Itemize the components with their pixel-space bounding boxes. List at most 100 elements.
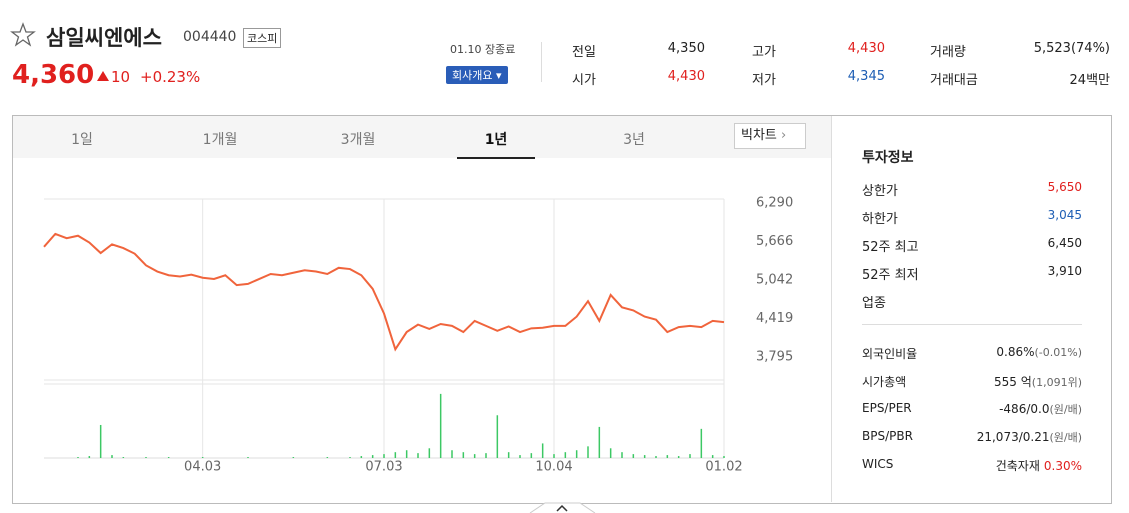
invest-sub: (1,091위) — [1031, 376, 1082, 389]
tab[interactable]: 3년 — [623, 132, 645, 148]
volume-bar — [666, 455, 669, 458]
market-status: 01.10 장종료 — [450, 43, 516, 56]
volume-bar — [88, 456, 91, 458]
invest-value-group: 555 억(1,091위) — [994, 373, 1082, 390]
tab[interactable]: 1개월 — [202, 132, 238, 148]
volume-bar — [417, 453, 419, 458]
volume-bar — [405, 450, 408, 458]
volume-bar — [700, 428, 703, 458]
collapse-tab — [529, 502, 596, 513]
volume-bar — [587, 446, 589, 458]
up-arrow — [97, 71, 109, 81]
quote-value: 4,350 — [667, 41, 705, 56]
y-tick-label: 4,419 — [756, 311, 793, 326]
volume-bar — [598, 426, 601, 458]
volume-bar — [473, 454, 476, 458]
quote-value: 4,430 — [847, 41, 885, 56]
stock-name: 삼일씨엔에스 — [46, 26, 162, 50]
volume-bar — [99, 424, 102, 458]
collapse-arrow — [556, 504, 568, 512]
invest-label: BPS/PBR — [862, 429, 913, 443]
invest-value: 555 억 — [994, 375, 1032, 389]
volume-bar — [428, 448, 431, 458]
panel-divider — [831, 116, 832, 502]
tab-bar — [13, 116, 831, 158]
company-button[interactable]: 회사개요 ▾ — [446, 66, 508, 84]
volume-bar — [439, 393, 442, 458]
volume-bar — [507, 452, 510, 458]
invest-sub: (-0.01%) — [1034, 346, 1083, 359]
volume-bar — [541, 443, 544, 458]
x-tick-label: 01.02 — [705, 460, 742, 475]
volume-bar — [655, 456, 657, 458]
tab[interactable]: 3개월 — [340, 132, 376, 148]
x-tick-label: 04.03 — [184, 460, 221, 475]
volume-bar — [145, 457, 147, 458]
quote-label: 거래대금 — [930, 73, 978, 88]
volume-bar — [201, 457, 204, 458]
invest-value: 건축자재 — [995, 459, 1040, 473]
volume-bar — [462, 452, 465, 458]
invest-value: 0.86% — [996, 345, 1035, 359]
favorite-star[interactable] — [10, 22, 36, 48]
invest-value-group: 0.86%(-0.01%) — [996, 345, 1082, 359]
invest-label: 하한가 — [862, 212, 898, 227]
invest-title: 투자정보 — [862, 150, 914, 166]
quote-label: 전일 — [572, 45, 596, 60]
volume-bar — [167, 457, 170, 458]
price-change: 10 — [111, 68, 131, 86]
change-rate: +0.23% — [140, 68, 201, 86]
volume-bar — [621, 452, 623, 458]
price-line — [43, 232, 725, 352]
big-chart-button[interactable]: 빅차트 › — [734, 123, 806, 149]
invest-value-group: -486/0.0(원/배) — [999, 401, 1082, 417]
volume-bar — [519, 455, 521, 458]
quote-label: 시가 — [572, 73, 596, 88]
volume-bar — [632, 454, 635, 458]
invest-value: 3,910 — [1047, 264, 1082, 278]
invest-value-group: 건축자재 0.30% — [996, 457, 1082, 474]
quote-value: 4,430 — [667, 69, 705, 84]
x-tick-label: 10.04 — [535, 460, 572, 475]
invest-sub: (원/배) — [1049, 403, 1082, 416]
volume-bar — [496, 415, 499, 458]
volume-bar — [292, 457, 295, 458]
y-tick-label: 5,666 — [756, 234, 793, 249]
volume-bar — [643, 455, 646, 458]
volume-bar — [575, 450, 578, 458]
volume-bar — [485, 453, 487, 458]
invest-label: 외국인비율 — [862, 347, 918, 361]
volume-bar — [689, 454, 691, 458]
invest-value-group: 21,073/0.21(원/배) — [977, 429, 1082, 445]
y-tick-label: 5,042 — [756, 273, 793, 288]
quote-label: 거래량 — [930, 45, 966, 60]
quote-label: 저가 — [752, 73, 776, 88]
quote-value: 24백만 — [1069, 73, 1110, 88]
volume-bar — [451, 450, 453, 458]
volume-bar — [360, 456, 363, 458]
button-text: 빅차트 — [741, 128, 777, 143]
volume-bar — [394, 452, 397, 458]
tab[interactable]: 1일 — [71, 132, 93, 148]
invest-label: 시가총액 — [862, 375, 907, 389]
tab-underline — [457, 157, 535, 159]
quote-label: 고가 — [752, 45, 776, 60]
volume-bar — [383, 454, 385, 458]
volume-bar — [609, 448, 612, 458]
button-text: 회사개요 — [452, 69, 493, 82]
quote-value: 5,523(74%) — [1033, 41, 1110, 56]
y-tick-label: 3,795 — [756, 350, 793, 365]
tab[interactable]: 1년 — [484, 132, 508, 148]
market-badge: 코스피 — [243, 28, 282, 48]
invest-sub: 0.30% — [1043, 459, 1082, 473]
invest-divider — [862, 324, 1082, 325]
invest-label: 52주 최고 — [862, 240, 919, 255]
volume-bar — [77, 457, 79, 458]
volume-bar — [371, 455, 374, 458]
invest-label: 52주 최저 — [862, 268, 919, 283]
x-tick-label: 07.03 — [365, 460, 402, 475]
quote-value: 4,345 — [847, 69, 885, 84]
volume-bar — [711, 455, 714, 458]
volume-bar — [553, 454, 555, 458]
